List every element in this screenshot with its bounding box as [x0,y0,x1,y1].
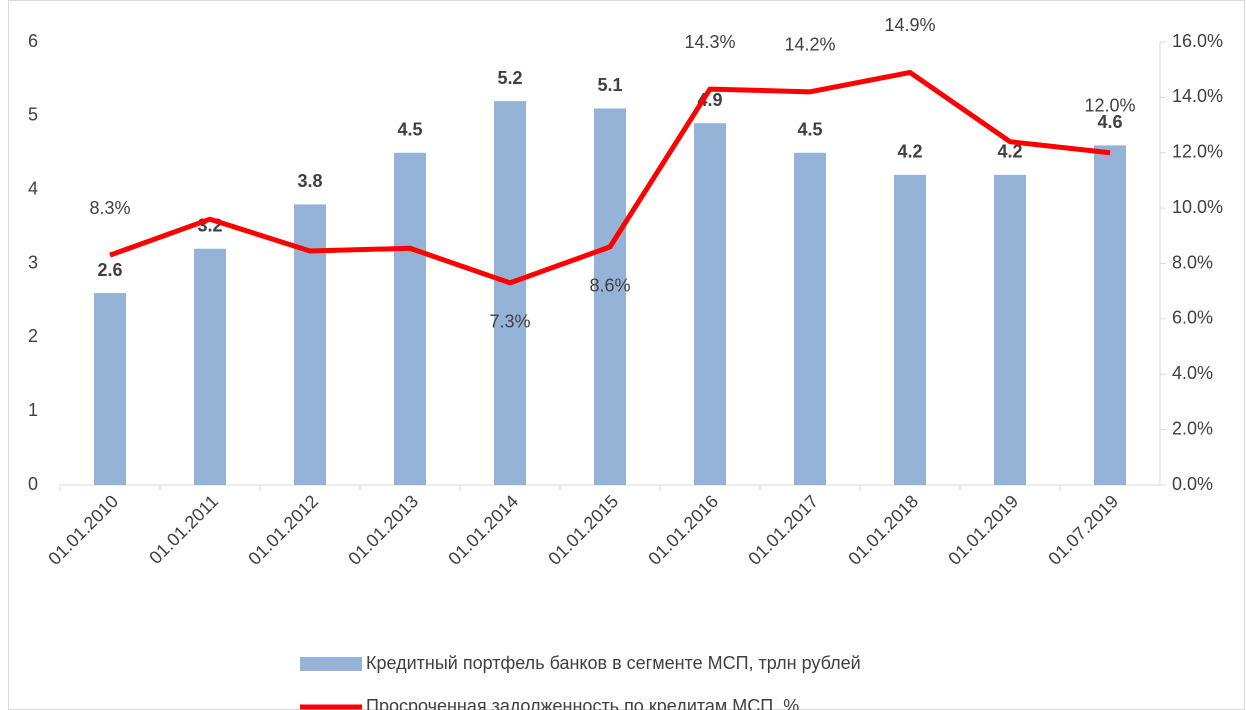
bar-value-label: 2.6 [97,260,122,280]
y2-tick-label: 16.0% [1172,31,1223,51]
bar-value-label: 5.2 [497,68,522,88]
y2-tick-label: 6.0% [1172,308,1213,328]
y-tick-label: 1 [28,400,38,420]
line-value-label: 8.6% [589,276,630,296]
x-tick-label: 01.07.2019 [1044,491,1122,569]
line-value-label: 14.3% [684,32,735,52]
x-tick-label: 01.01.2010 [44,491,122,569]
chart-frame [8,0,1245,710]
bar [694,123,726,485]
y2-tick-label: 4.0% [1172,363,1213,383]
y2-tick-label: 0.0% [1172,474,1213,494]
bar [194,248,226,485]
legend-label: Кредитный портфель банков в сегменте МСП… [366,653,861,673]
x-tick-label: 01.01.2018 [844,491,922,569]
bar-value-label: 4.5 [797,120,822,140]
x-tick-label: 01.01.2013 [344,491,422,569]
bar-value-label: 4.2 [897,142,922,162]
legend-label: Просроченная задолженность по кредитам М… [366,696,799,710]
line-value-label: 8.3% [89,198,130,218]
bar [594,108,626,485]
y-tick-label: 3 [28,252,38,272]
bar-value-label: 4.6 [1097,112,1122,132]
bar-value-label: 3.8 [297,171,322,191]
x-tick-label: 01.01.2012 [244,491,322,569]
y-tick-label: 0 [28,474,38,494]
line [109,69,1111,286]
y-tick-label: 4 [28,178,38,198]
bar-value-label: 5.1 [597,75,622,95]
y-tick-label: 6 [28,31,38,51]
bar-value-label: 4.5 [397,120,422,140]
y2-tick-label: 14.0% [1172,86,1223,106]
x-tick-label: 01.01.2014 [444,491,522,569]
y-tick-label: 5 [28,105,38,125]
bar [94,293,126,485]
y2-tick-label: 2.0% [1172,418,1213,438]
x-tick-label: 01.01.2016 [644,491,722,569]
x-tick-label: 01.01.2019 [944,491,1022,569]
line-value-label: 14.9% [884,15,935,35]
line-value-label: 12.0% [1084,96,1135,116]
bar [394,152,426,485]
bar [494,101,526,486]
y2-tick-label: 12.0% [1172,142,1223,162]
x-tick-label: 01.01.2015 [544,491,622,569]
bar-value-label: 4.2 [997,142,1022,162]
line-value-label: 14.2% [784,35,835,55]
bar [1094,145,1126,485]
x-tick-label: 01.01.2017 [744,491,822,569]
bar [794,152,826,485]
y2-tick-label: 8.0% [1172,252,1213,272]
bar [994,174,1026,485]
legend-swatch [300,657,362,671]
line-value-label: 7.3% [489,312,530,332]
y-tick-label: 2 [28,326,38,346]
x-tick-label: 01.01.2011 [145,491,222,568]
bar [894,174,926,485]
y2-tick-label: 10.0% [1172,197,1223,217]
